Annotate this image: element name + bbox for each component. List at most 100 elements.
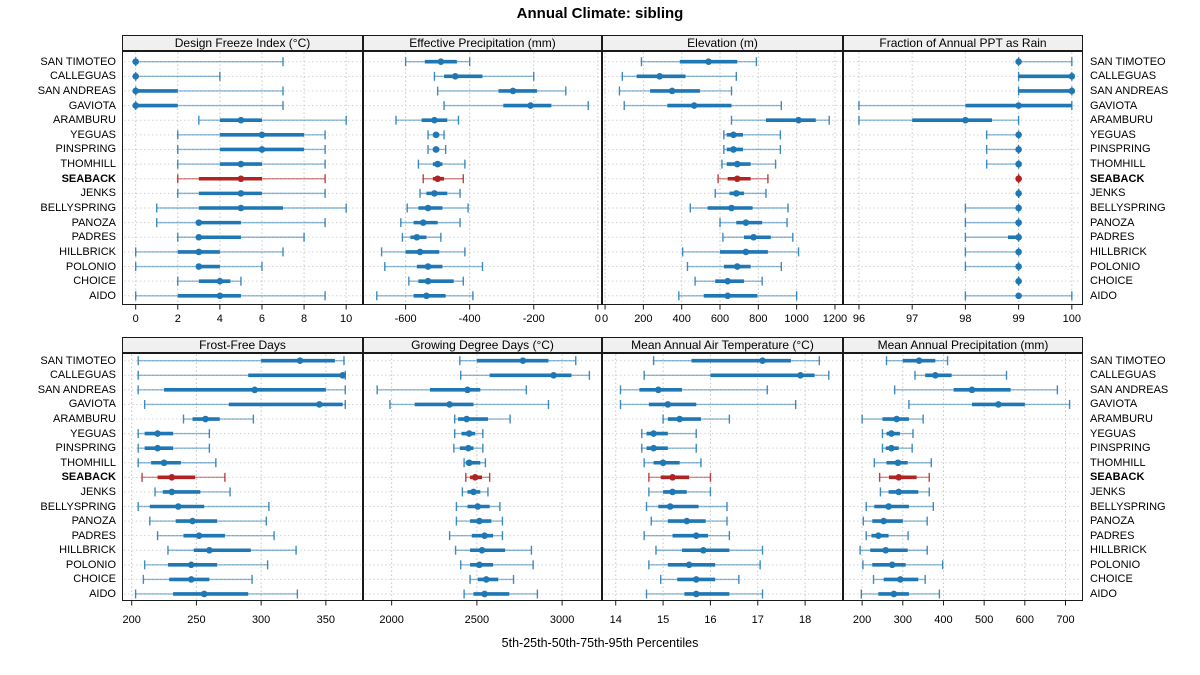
axis-tick-design-freeze-index-c-2: 2 <box>174 313 181 325</box>
median-dot-san-timoteo <box>519 357 527 364</box>
whisker-hillbrick <box>454 545 533 555</box>
panel-plot-design-freeze-index-c <box>122 51 363 310</box>
median-dot-aramburu <box>962 116 969 124</box>
median-dot-seaback <box>471 474 479 481</box>
whisker-panoza <box>650 516 728 526</box>
site-label-left-pinspring: PINSPRING <box>55 442 116 455</box>
median-dot-gaviota <box>132 102 139 109</box>
whisker-jenks <box>714 188 767 198</box>
median-dot-san-andreas <box>655 386 662 394</box>
site-label-left-san-andreas: SAN ANDREAS <box>37 84 116 97</box>
median-dot-jenks <box>237 190 245 197</box>
site-label-left-yeguas: YEGUAS <box>70 427 116 440</box>
median-dot-bellyspring <box>885 503 892 510</box>
axis-tick-frost-free-days-300: 300 <box>251 614 271 626</box>
whisker-panoza <box>862 516 928 526</box>
axis-tick-mean-annual-air-temperature-c-18: 18 <box>798 614 812 626</box>
whisker-seaback <box>177 174 326 184</box>
whisker-thomhill <box>137 458 217 468</box>
whisker-aramburu <box>198 115 347 125</box>
site-label-left-thomhill: THOMHILL <box>60 158 116 171</box>
median-dot-hillbrick <box>882 546 890 554</box>
median-dot-san-timoteo <box>296 357 304 364</box>
median-dot-gaviota <box>690 102 698 109</box>
site-label-left-san-timoteo: SAN TIMOTEO <box>40 55 116 68</box>
whisker-hillbrick <box>964 247 1022 257</box>
median-dot-thomhill <box>894 459 902 467</box>
whisker-hillbrick <box>859 545 928 555</box>
panel-plot-frost-free-days <box>122 353 363 606</box>
whisker-yeguas <box>454 429 484 439</box>
median-dot-seaback <box>168 474 176 481</box>
whisker-calleguas <box>621 71 737 81</box>
whisker-padres <box>401 232 442 242</box>
axis-tick-elevation-m-1000: 1000 <box>784 313 809 325</box>
median-dot-bellyspring <box>728 204 735 212</box>
whisker-san-andreas <box>436 86 567 96</box>
median-dot-san-timoteo <box>437 58 445 65</box>
site-label-right-polonio: POLONIO <box>1090 558 1141 571</box>
whisker-pinspring <box>137 443 211 453</box>
median-dot-polonio <box>195 263 203 270</box>
whisker-yeguas <box>881 429 914 439</box>
site-label-right-panoza: PANOZA <box>1090 515 1135 528</box>
median-dot-yeguas <box>154 430 161 437</box>
median-dot-san-andreas <box>251 386 258 394</box>
whisker-padres <box>156 531 275 541</box>
site-label-right-gaviota: GAVIOTA <box>1090 99 1138 112</box>
axis-tick-elevation-m-1200: 1200 <box>822 313 848 325</box>
median-dot-thomhill <box>659 459 667 467</box>
whisker-calleguas <box>433 71 535 81</box>
median-dot-yeguas <box>730 131 737 139</box>
site-label-right-hillbrick: HILLBRICK <box>1090 245 1147 258</box>
whisker-aramburu <box>730 115 830 125</box>
site-label-left-bellyspring: BELLYSPRING <box>40 500 116 513</box>
site-label-right-choice: CHOICE <box>1090 275 1133 288</box>
site-label-left-padres: PADRES <box>71 231 116 244</box>
site-label-right-bellyspring: BELLYSPRING <box>1090 202 1166 214</box>
axis-tick-mean-annual-precipitation-mm-400: 400 <box>934 614 953 626</box>
whisker-bellyspring <box>689 203 789 213</box>
median-dot-san-andreas <box>464 386 471 394</box>
whisker-yeguas <box>723 130 782 140</box>
whisker-san-andreas <box>376 385 528 395</box>
whisker-jenks <box>177 188 326 198</box>
median-dot-panoza <box>742 219 750 226</box>
median-dot-panoza <box>476 517 483 525</box>
site-label-right-aramburu: ARAMBURU <box>1090 114 1153 127</box>
panel-strip-mean-annual-precip: Mean Annual Precipitation (mm) <box>843 337 1083 353</box>
whisker-thomhill <box>643 458 702 468</box>
median-dot-hillbrick <box>195 248 203 256</box>
median-dot-san-andreas <box>968 386 976 394</box>
whisker-thomhill <box>721 159 777 169</box>
site-label-right-panoza: PANOZA <box>1090 216 1135 229</box>
whisker-thomhill <box>985 159 1022 169</box>
median-dot-gaviota <box>446 401 453 408</box>
site-label-left-panoza: PANOZA <box>71 515 116 528</box>
median-dot-panoza <box>880 517 887 525</box>
median-dot-padres <box>692 532 700 539</box>
whisker-gaviota <box>132 101 284 111</box>
whisker-polonio <box>384 262 484 272</box>
whisker-hillbrick <box>167 545 297 555</box>
whisker-pinspring <box>453 443 484 453</box>
median-dot-padres <box>481 532 488 539</box>
median-dot-padres <box>1015 233 1022 241</box>
site-label-left-calleguas: CALLEGUAS <box>49 369 116 382</box>
panel-strip-growing-degree-days: Growing Degree Days (°C) <box>363 337 602 353</box>
median-dot-aramburu <box>202 415 209 423</box>
site-label-left-polonio: POLONIO <box>65 260 116 273</box>
whisker-aido <box>134 291 326 301</box>
median-dot-san-andreas <box>668 87 676 95</box>
median-dot-thomhill <box>733 160 741 168</box>
whisker-aido <box>645 589 764 599</box>
median-dot-yeguas <box>432 131 440 139</box>
axis-tick-fraction-of-annual-ppt-as-rain-100: 100 <box>1062 313 1081 325</box>
median-dot-thomhill <box>237 160 245 168</box>
whisker-panoza <box>400 218 461 228</box>
median-dot-san-andreas <box>132 87 139 95</box>
site-label-left-aramburu: ARAMBURU <box>53 413 116 426</box>
median-dot-jenks <box>1015 190 1022 197</box>
median-dot-choice <box>1015 277 1022 285</box>
median-dot-san-timoteo <box>705 58 712 65</box>
